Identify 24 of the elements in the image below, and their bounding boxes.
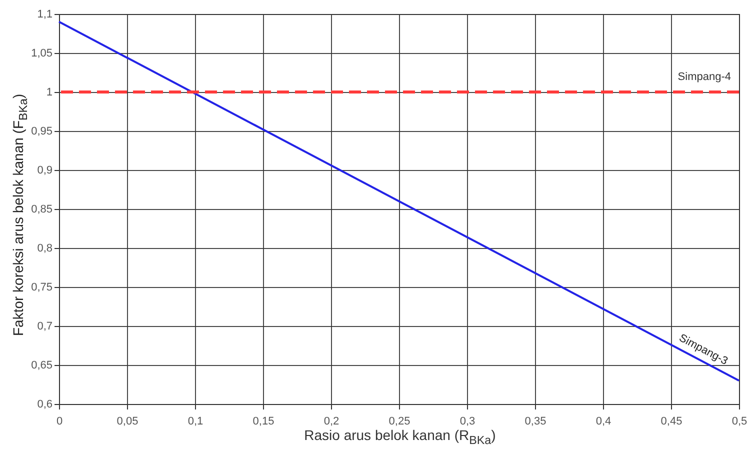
x-tick-label: 0,35 [524, 416, 546, 428]
y-tick-label: 0,9 [37, 164, 52, 176]
x-tick-label: 0,25 [388, 416, 410, 428]
y-tick-label: 0,6 [37, 398, 52, 410]
y-tick-label: 0,8 [37, 242, 52, 254]
y-tick-label: 0,65 [31, 360, 52, 372]
x-tick-label: 0,5 [732, 416, 748, 428]
x-tick-label: 0,1 [188, 416, 204, 428]
ref-line-label: Simpang-4 [678, 71, 731, 83]
y-tick-label: 0,85 [31, 204, 52, 216]
x-tick-label: 0,3 [460, 416, 476, 428]
y-tick-label: 0,95 [31, 126, 52, 138]
x-tick-label: 0,45 [660, 416, 682, 428]
x-tick-label: 0 [56, 416, 63, 428]
x-axis-title: Rasio arus belok kanan (R$_{BKa}$) [303, 427, 497, 447]
x-tick-label: 0,15 [252, 416, 274, 428]
y-tick-label: 1 [46, 86, 52, 98]
y-tick-label: 1,1 [37, 8, 52, 20]
x-tick-label: 0,05 [116, 416, 138, 428]
y-tick-label: 0,7 [37, 320, 52, 332]
y-tick-label: 1,05 [31, 48, 52, 60]
x-tick-label: 0,2 [324, 416, 340, 428]
x-tick-label: 0,4 [596, 416, 612, 428]
y-tick-label: 0,75 [31, 282, 52, 294]
